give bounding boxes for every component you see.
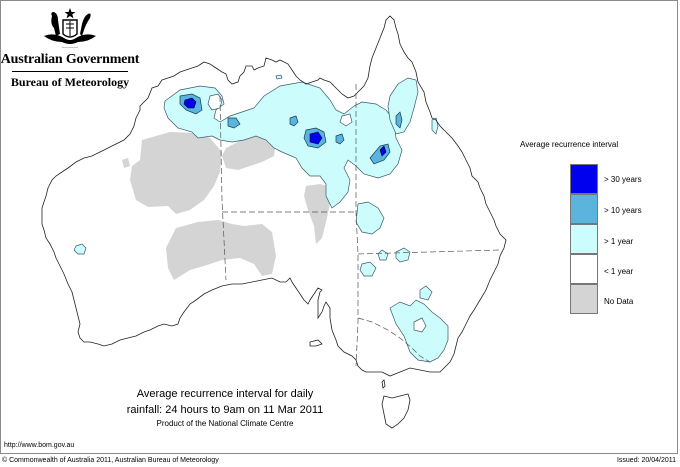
legend-label-gt30: > 30 years <box>604 175 642 184</box>
copyright-text: © Commonwealth of Australia 2011, Austra… <box>2 457 219 464</box>
caption-product: Product of the National Climate Centre <box>156 419 294 428</box>
legend-swatch-nodata <box>570 284 598 314</box>
legend-label-gt1: > 1 year <box>604 237 634 246</box>
gt1-regions <box>73 74 449 363</box>
map-caption: Average recurrence interval for daily ra… <box>100 386 350 430</box>
caption-title-line2: rainfall: 24 hours to 9am on 11 Mar 2011 <box>126 404 324 416</box>
legend-swatch-gt10 <box>570 194 598 224</box>
issued-date: Issued: 20/04/2011 <box>616 457 676 464</box>
divider <box>12 71 128 72</box>
legend-swatch-gt30 <box>570 164 598 194</box>
legend: Average recurrence interval > 30 years >… <box>520 140 670 314</box>
legend-title: Average recurrence interval <box>520 140 619 149</box>
lt1-holes <box>207 93 427 333</box>
legend-label-gt10: > 10 years <box>604 206 642 215</box>
map-frame <box>0 0 678 454</box>
coastline <box>41 15 507 429</box>
caption-title-line1: Average recurrence interval for daily <box>136 388 314 400</box>
svg-text:~~~~~~~: ~~~~~~~ <box>62 45 79 50</box>
legend-swatch-gt1 <box>570 224 598 254</box>
legend-label-lt1: < 1 year <box>604 267 634 276</box>
bom-url-link[interactable]: http://www.bom.gov.au <box>4 442 75 449</box>
coat-of-arms-icon: ~~~~~~~ <box>44 8 96 50</box>
bureau-name: Bureau of Meteorology <box>10 75 130 89</box>
government-name: Australian Government <box>0 52 140 67</box>
bom-logo-block: ~~~~~~~ Australian Government Bureau of … <box>0 6 140 90</box>
legend-swatch-lt1 <box>570 254 598 284</box>
state-borders <box>219 84 501 367</box>
no-data-regions <box>122 114 330 280</box>
gt30-regions <box>183 97 387 157</box>
legend-label-nodata: No Data <box>604 297 634 306</box>
